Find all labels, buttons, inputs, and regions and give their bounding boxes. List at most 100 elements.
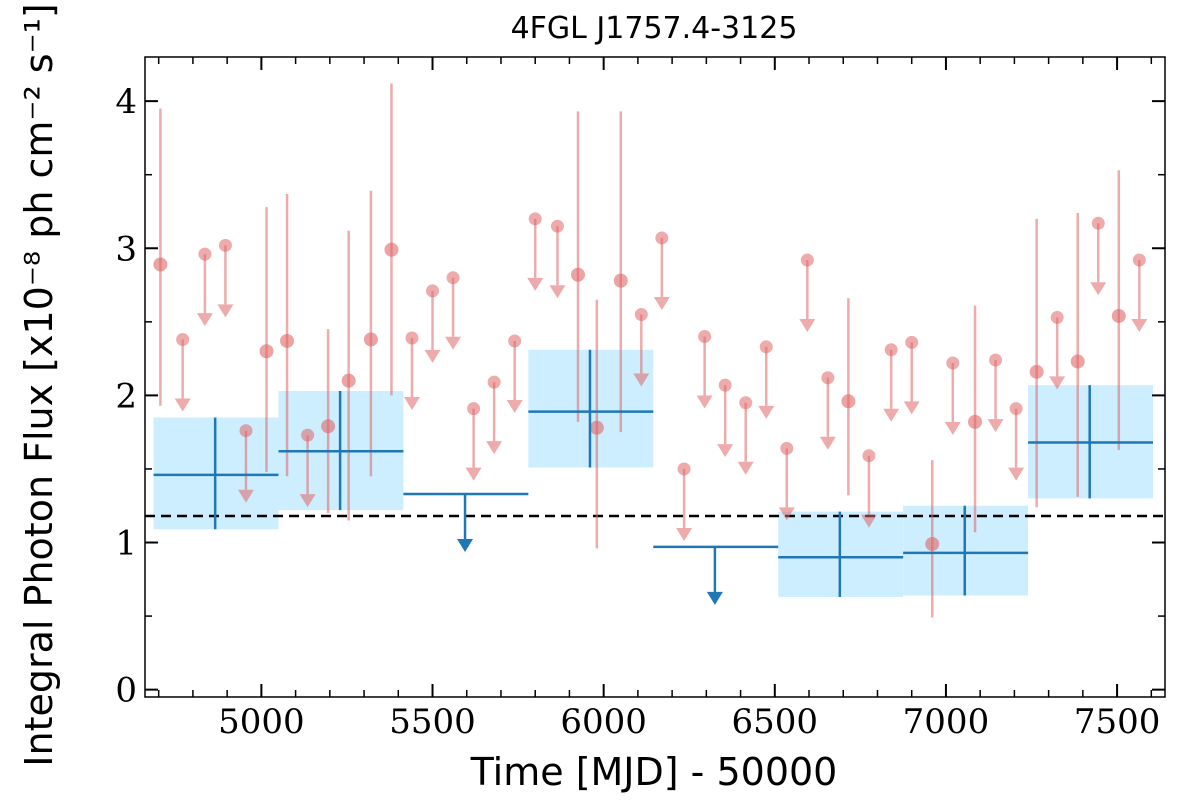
fine-upper-limit-arrow-head bbox=[217, 304, 234, 318]
fine-upper-limit-arrow-head bbox=[758, 405, 775, 419]
fine-bin-series bbox=[153, 83, 1148, 618]
fine-upper-limit-arrow-head bbox=[506, 399, 523, 413]
fine-upper-limit-point bbox=[739, 396, 753, 410]
fine-data-point bbox=[1029, 364, 1044, 379]
fine-upper-limit-point bbox=[1050, 310, 1064, 324]
fine-upper-limit-arrow-head bbox=[527, 277, 544, 291]
y-axis-title: Integral Photon Flux [x10⁻⁸ ph cm⁻² s⁻¹] bbox=[17, 3, 61, 766]
fine-upper-limit-arrow-head bbox=[174, 398, 191, 412]
fine-upper-limit-point bbox=[905, 335, 919, 349]
fine-upper-limit-arrow-head bbox=[944, 422, 961, 436]
fine-upper-limit-point bbox=[634, 307, 648, 321]
y-tick-label: 3 bbox=[115, 229, 137, 269]
fine-upper-limit-arrow-head bbox=[196, 313, 213, 327]
fine-upper-limit-arrow-head bbox=[737, 461, 754, 475]
fine-upper-limit-point bbox=[550, 219, 564, 233]
plot-background bbox=[145, 57, 1165, 697]
fine-upper-limit-arrow-head bbox=[860, 514, 877, 528]
fine-upper-limit-arrow-head bbox=[299, 494, 316, 508]
fine-upper-limit-arrow-head bbox=[549, 285, 566, 299]
fine-upper-limit-arrow-head bbox=[819, 436, 836, 450]
x-axis-title: Time [MJD] - 50000 bbox=[470, 750, 838, 794]
fine-data-point bbox=[363, 332, 378, 347]
fine-data-point bbox=[589, 420, 604, 435]
x-tick-label: 7000 bbox=[903, 702, 990, 742]
fine-upper-limit-point bbox=[198, 247, 212, 261]
fine-upper-limit-arrow-head bbox=[445, 336, 462, 350]
fine-upper-limit-point bbox=[446, 271, 460, 285]
fine-data-point bbox=[968, 414, 983, 429]
fine-data-point bbox=[321, 419, 336, 434]
fine-data-point bbox=[384, 242, 399, 257]
fine-data-point bbox=[341, 373, 356, 388]
fine-upper-limit-arrow-head bbox=[696, 395, 713, 409]
fine-data-point bbox=[925, 536, 940, 551]
fine-upper-limit-arrow-head bbox=[633, 373, 650, 387]
x-tick-label: 6500 bbox=[732, 702, 819, 742]
fine-upper-limit-point bbox=[1091, 216, 1105, 230]
x-tick-label: 5500 bbox=[389, 702, 476, 742]
fine-data-point bbox=[570, 267, 585, 282]
fine-data-point bbox=[259, 344, 274, 359]
y-tick-label: 2 bbox=[115, 376, 137, 416]
fine-upper-limit-point bbox=[426, 284, 440, 298]
fine-upper-limit-point bbox=[800, 253, 814, 267]
fine-upper-limit-point bbox=[698, 330, 712, 344]
y-tick-label: 0 bbox=[115, 671, 137, 711]
fine-upper-limit-point bbox=[780, 441, 794, 455]
fine-upper-limit-point bbox=[718, 378, 732, 392]
x-tick-label: 6000 bbox=[560, 702, 647, 742]
fine-upper-limit-point bbox=[301, 428, 315, 442]
fine-data-point bbox=[153, 257, 168, 272]
fine-upper-limit-point bbox=[528, 212, 542, 226]
x-tick-label: 5000 bbox=[218, 702, 305, 742]
fine-upper-limit-arrow-head bbox=[1049, 376, 1066, 390]
fine-upper-limit-arrow-head bbox=[424, 349, 441, 363]
fine-upper-limit-arrow-head bbox=[465, 467, 482, 481]
fine-upper-limit-arrow-head bbox=[237, 489, 254, 503]
chart-title: 4FGL J1757.4-3125 bbox=[511, 11, 798, 46]
x-tick-label: 7500 bbox=[1074, 702, 1161, 742]
fine-upper-limit-arrow-head bbox=[987, 419, 1004, 433]
y-tick-label: 4 bbox=[115, 82, 137, 122]
fine-upper-limit-arrow-head bbox=[486, 441, 503, 455]
fine-upper-limit-point bbox=[862, 449, 876, 463]
fine-upper-limit-arrow-head bbox=[403, 397, 420, 411]
fine-upper-limit-point bbox=[677, 462, 691, 476]
fine-upper-limit-point bbox=[405, 331, 419, 345]
plot-area bbox=[145, 57, 1165, 697]
fine-upper-limit-point bbox=[946, 356, 960, 370]
fine-upper-limit-point bbox=[1009, 402, 1023, 416]
fine-upper-limit-point bbox=[487, 375, 501, 389]
fine-data-point bbox=[1111, 308, 1126, 323]
fine-upper-limit-point bbox=[508, 334, 522, 348]
fine-upper-limit-arrow-head bbox=[1008, 467, 1025, 481]
coarse-upper-limit-arrow-head bbox=[706, 591, 723, 605]
axes: 5000 5500 6000 6500 7000 7500 0 1 2 3 4 bbox=[115, 56, 1166, 742]
fine-upper-limit-arrow-head bbox=[1090, 282, 1107, 296]
fine-data-point bbox=[613, 273, 628, 288]
fine-upper-limit-arrow-head bbox=[778, 507, 795, 521]
fine-upper-limit-point bbox=[821, 371, 835, 385]
fine-upper-limit-point bbox=[218, 238, 232, 252]
fine-data-point bbox=[841, 394, 856, 409]
fine-upper-limit-arrow-head bbox=[799, 319, 816, 333]
plot-frame bbox=[144, 56, 1166, 698]
fine-upper-limit-arrow-head bbox=[676, 527, 693, 541]
coarse-upper-limit-arrow-head bbox=[457, 538, 474, 552]
fine-data-point bbox=[280, 333, 295, 348]
fine-upper-limit-arrow-head bbox=[653, 296, 670, 310]
fine-upper-limit-arrow-head bbox=[1131, 319, 1148, 333]
fine-upper-limit-point bbox=[884, 343, 898, 357]
fine-data-point bbox=[1070, 354, 1085, 369]
fine-upper-limit-point bbox=[239, 424, 253, 438]
fine-upper-limit-arrow-head bbox=[883, 408, 900, 422]
fine-upper-limit-point bbox=[759, 340, 773, 354]
fine-upper-limit-point bbox=[655, 231, 669, 245]
fine-upper-limit-point bbox=[467, 402, 481, 416]
coarse-bin-series bbox=[153, 349, 1154, 605]
fine-upper-limit-point bbox=[989, 353, 1003, 367]
fine-upper-limit-arrow-head bbox=[717, 444, 734, 458]
y-tick-label: 1 bbox=[115, 524, 137, 564]
